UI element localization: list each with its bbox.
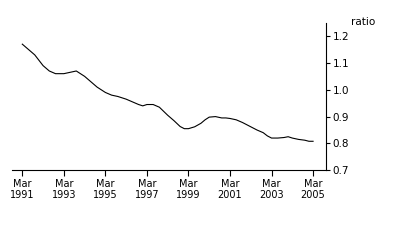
Y-axis label: ratio: ratio bbox=[351, 17, 375, 27]
